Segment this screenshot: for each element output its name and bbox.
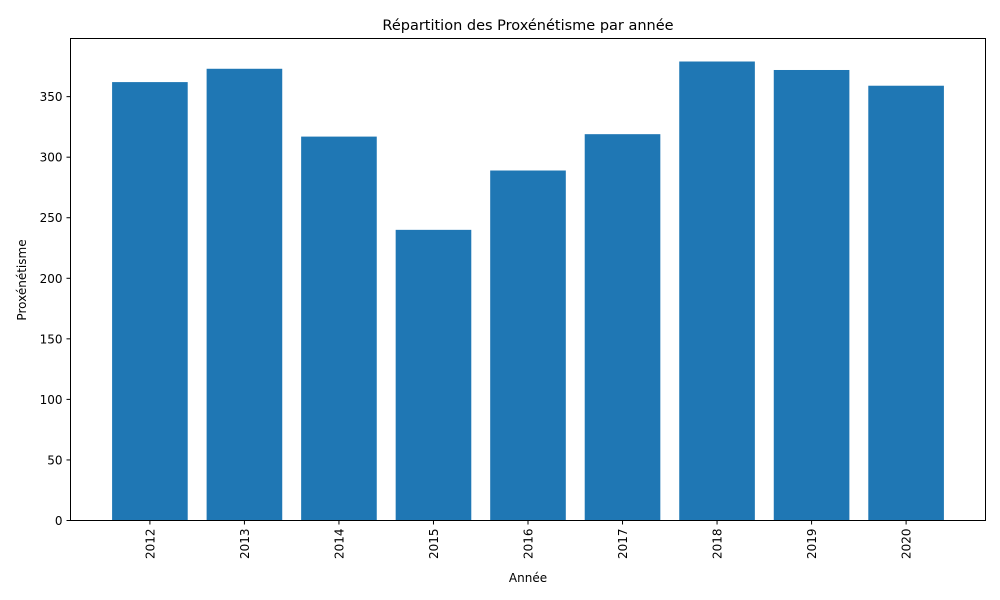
x-tick-label: 2014: [332, 529, 346, 560]
bar-2020: [868, 85, 944, 521]
x-axis: 2012 2013 2014 2015 2016 2017 2018 2019 2020: [143, 520, 914, 560]
bar-2013: [206, 68, 283, 521]
bar-2015: [395, 229, 472, 521]
y-tick-label: 250: [40, 211, 63, 225]
x-tick-label: 2015: [427, 529, 441, 560]
bar-2016: [490, 170, 566, 521]
bars-group: [112, 61, 944, 521]
x-axis-title: Année: [509, 571, 547, 585]
y-tick-label: 50: [47, 453, 62, 467]
y-tick-label: 100: [40, 393, 63, 407]
y-axis-title: Proxénétisme: [15, 239, 29, 320]
x-tick-label: 2013: [238, 529, 252, 560]
x-tick-label: 2012: [143, 529, 157, 560]
x-tick-label: 2019: [805, 529, 819, 560]
chart-title: Répartition des Proxénétisme par année: [382, 18, 673, 34]
y-tick-label: 150: [40, 332, 63, 346]
y-tick-label: 350: [40, 90, 63, 104]
y-tick-label: 300: [40, 151, 63, 165]
y-tick-label: 200: [40, 272, 63, 286]
x-tick-label: 2016: [522, 529, 536, 560]
bar-2012: [112, 82, 188, 521]
bar-2019: [773, 69, 850, 521]
bar-2014: [301, 136, 377, 521]
plot-frame: [70, 38, 986, 521]
x-tick-label: 2018: [711, 529, 725, 560]
bar-2018: [679, 61, 755, 521]
x-tick-label: 2020: [900, 529, 914, 560]
y-tick-label: 0: [55, 514, 63, 528]
x-tick-label: 2017: [616, 529, 630, 560]
bar-2017: [584, 134, 661, 521]
y-axis: 0 50 100 150 200 250 300 350: [40, 90, 71, 528]
